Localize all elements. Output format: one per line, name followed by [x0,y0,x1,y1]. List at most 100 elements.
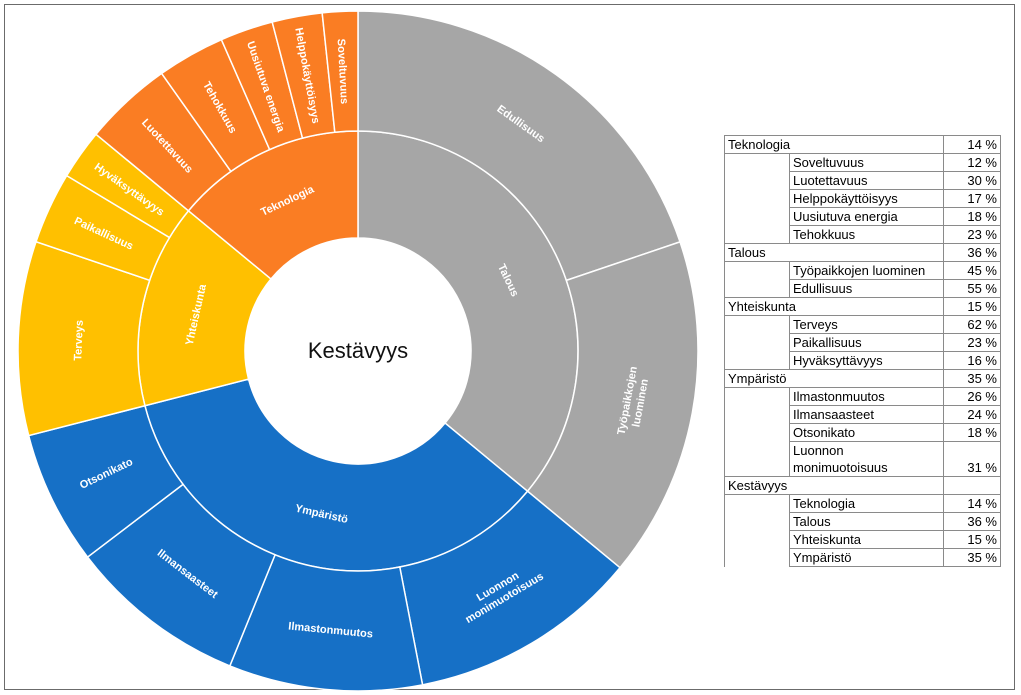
table-row: Otsonikato 18 % [724,423,1001,442]
indent-cell [724,171,790,190]
segment-edullisuus [357,10,681,282]
indent-cell [724,530,790,549]
row-name: Uusiutuva energia [789,207,944,226]
row-name: Paikallisuus [789,333,944,352]
indent-cell [724,225,790,244]
group-name: Talous [723,243,881,262]
row-name: Otsonikato [789,423,944,442]
table-row: Työpaikkojen luominen 45 % [724,261,1001,280]
indent-cell [724,423,790,442]
group-spacer [880,476,944,495]
indent-cell [724,512,790,531]
indent-cell [724,441,790,477]
table-row: Hyväksyttävyys 16 % [724,351,1001,370]
table-row: Paikallisuus 23 % [724,333,1001,352]
segment-label-soveltuvuus: Soveltuvuus [335,38,350,104]
row-percent: 62 % [943,315,1001,334]
row-percent: 35 % [943,548,1001,567]
row-percent: 31 % [943,441,1001,477]
data-table: Teknologia 14 % Soveltuvuus 12 % Luotettavuu… [723,135,1001,567]
group-spacer [880,135,944,154]
table-row: Ilmansaasteet 24 % [724,405,1001,424]
group-spacer [880,243,944,262]
chart-title: Kestävyys [308,338,408,363]
group-name: Ympäristö [723,369,881,388]
row-percent: 30 % [943,171,1001,190]
indent-cell [724,494,790,513]
table-row: Edullisuus 55 % [724,279,1001,298]
row-name: Tehokkuus [789,225,944,244]
group-name: Teknologia [723,135,881,154]
row-percent: 26 % [943,387,1001,406]
indent-cell [724,261,790,280]
row-percent: 23 % [943,333,1001,352]
row-name: Edullisuus [789,279,944,298]
row-percent: 16 % [943,351,1001,370]
row-percent: 55 % [943,279,1001,298]
table-row: Ympäristö 35 % [724,548,1001,567]
table-group-row: Yhteiskunta 15 % [723,297,1001,316]
row-percent: 45 % [943,261,1001,280]
row-percent: 23 % [943,225,1001,244]
row-name: Luonnon monimuotoisuus [789,441,944,477]
table-row: Tehokkuus 23 % [724,225,1001,244]
indent-cell [724,315,790,334]
indent-cell [724,279,790,298]
table-group-row: Talous 36 % [723,243,1001,262]
row-percent: 18 % [943,207,1001,226]
indent-cell [724,189,790,208]
row-name: Teknologia [789,494,944,513]
table-row: Luonnon monimuotoisuus 31 % [724,441,1001,477]
row-name: Soveltuvuus [789,153,944,172]
table-row: Soveltuvuus 12 % [724,153,1001,172]
row-name: Työpaikkojen luominen [789,261,944,280]
table-row: Talous 36 % [724,512,1001,531]
table-group-row: Kestävyys [723,476,1001,495]
table-row: Uusiutuva energia 18 % [724,207,1001,226]
center-hole [245,238,471,464]
row-name: Ilmansaasteet [789,405,944,424]
group-percent: 15 % [943,297,1001,316]
row-percent: 12 % [943,153,1001,172]
table-group-row: Teknologia 14 % [723,135,1001,154]
table-row: Luotettavuus 30 % [724,171,1001,190]
row-percent: 14 % [943,494,1001,513]
group-percent: 36 % [943,243,1001,262]
table-group-row: Ympäristö 35 % [723,369,1001,388]
row-percent: 18 % [943,423,1001,442]
indent-cell [724,387,790,406]
indent-cell [724,405,790,424]
group-percent: 14 % [943,135,1001,154]
group-name: Yhteiskunta [723,297,881,316]
table-row: Helppokäyttöisyys 17 % [724,189,1001,208]
indent-cell [724,153,790,172]
segment-label-terveys: Terveys [72,320,86,361]
group-name: Kestävyys [723,476,881,495]
row-name: Hyväksyttävyys [789,351,944,370]
group-percent: 35 % [943,369,1001,388]
table-row: Terveys 62 % [724,315,1001,334]
indent-cell [724,207,790,226]
row-percent: 36 % [943,512,1001,531]
group-spacer [880,369,944,388]
row-name: Talous [789,512,944,531]
sunburst-segments [17,10,699,692]
group-percent [943,476,1001,495]
indent-cell [724,351,790,370]
row-name: Luotettavuus [789,171,944,190]
group-spacer [880,297,944,316]
row-name: Helppokäyttöisyys [789,189,944,208]
indent-cell [724,548,790,567]
row-name: Ympäristö [789,548,944,567]
segment-soveltuvuus [321,10,359,134]
row-percent: 17 % [943,189,1001,208]
row-percent: 15 % [943,530,1001,549]
row-percent: 24 % [943,405,1001,424]
row-name: Terveys [789,315,944,334]
row-name: Ilmastonmuutos [789,387,944,406]
indent-cell [724,333,790,352]
table-row: Teknologia 14 % [724,494,1001,513]
row-name: Yhteiskunta [789,530,944,549]
table-row: Ilmastonmuutos 26 % [724,387,1001,406]
